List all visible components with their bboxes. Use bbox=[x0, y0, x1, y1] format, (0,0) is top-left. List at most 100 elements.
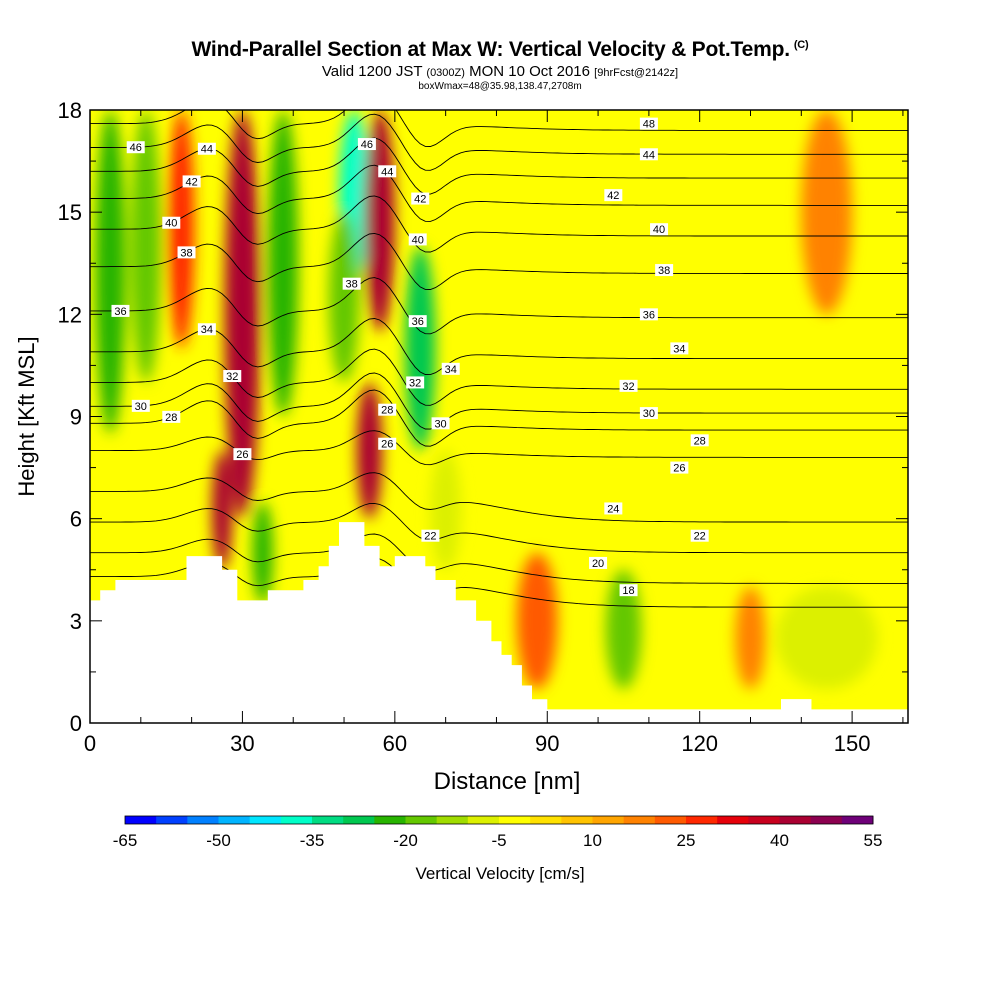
colorbar-swatch bbox=[249, 816, 282, 824]
svg-text:32: 32 bbox=[622, 381, 634, 393]
velocity-cell-13 bbox=[516, 552, 558, 689]
svg-text:46: 46 bbox=[361, 139, 373, 151]
theta-contour-24 bbox=[90, 472, 908, 523]
contour-label-23: 24 bbox=[604, 502, 623, 515]
theta-contour-20 bbox=[90, 533, 908, 584]
colorbar-tick-label: -20 bbox=[393, 831, 418, 850]
svg-text:36: 36 bbox=[412, 316, 424, 328]
colorbar-swatch bbox=[654, 816, 687, 824]
theta-contour-22 bbox=[90, 502, 908, 554]
colorbar-swatch bbox=[561, 816, 593, 824]
contour-label-22: 26 bbox=[670, 461, 689, 475]
contour-label-21: 28 bbox=[690, 434, 709, 447]
colorbar-tick-label: 40 bbox=[770, 831, 789, 850]
contour-label-13: 44 bbox=[639, 148, 658, 161]
contour-label-left-28: 28 bbox=[162, 410, 181, 424]
svg-text:42: 42 bbox=[185, 176, 197, 188]
velocity-cell-4 bbox=[211, 450, 233, 570]
contour-label-left-42: 42 bbox=[182, 175, 201, 188]
colorbar-tick-label: -65 bbox=[113, 831, 138, 850]
theta-contour-36 bbox=[90, 277, 908, 335]
colorbar-swatch bbox=[592, 816, 625, 824]
velocity-cell-18 bbox=[801, 110, 853, 315]
contour-label-12: 48 bbox=[639, 117, 658, 131]
colorbar-swatch bbox=[499, 816, 531, 824]
svg-text:20: 20 bbox=[592, 558, 604, 570]
velocity-cell-2 bbox=[168, 110, 195, 349]
zulu-time: (0300Z) bbox=[426, 67, 465, 79]
contour-label-2: 42 bbox=[411, 192, 430, 206]
velocity-cell-14 bbox=[605, 569, 642, 689]
contour-label-1: 44 bbox=[378, 165, 397, 178]
svg-text:28: 28 bbox=[381, 405, 393, 417]
terrain bbox=[90, 522, 908, 723]
valid-time: Valid 1200 JST bbox=[321, 63, 423, 80]
contour-label-11: 22 bbox=[421, 529, 440, 543]
contour-label-26: 18 bbox=[619, 584, 638, 597]
contour-label-4: 38 bbox=[342, 277, 361, 291]
theta-contour-26 bbox=[90, 430, 908, 466]
colorbar-swatch bbox=[280, 816, 313, 824]
svg-text:38: 38 bbox=[658, 265, 670, 277]
colorbar-swatch bbox=[436, 816, 469, 824]
y-tick-label: 9 bbox=[70, 405, 82, 430]
colorbar-swatch bbox=[218, 816, 251, 824]
velocity-cell-15 bbox=[735, 586, 766, 689]
svg-text:26: 26 bbox=[673, 463, 685, 475]
x-tick-label: 120 bbox=[681, 731, 718, 756]
contour-label-left-36: 36 bbox=[111, 304, 130, 318]
svg-text:30: 30 bbox=[434, 418, 446, 430]
theta-contour-34 bbox=[90, 318, 908, 376]
svg-text:42: 42 bbox=[414, 194, 426, 206]
colorbar-tick-label: 55 bbox=[864, 831, 883, 850]
contour-label-left-44: 44 bbox=[197, 142, 216, 156]
colorbar-swatch bbox=[717, 816, 749, 824]
colorbar-tick-label: 25 bbox=[677, 831, 696, 850]
contour-label-14: 42 bbox=[604, 189, 623, 202]
colorbar-tick-label: -35 bbox=[300, 831, 325, 850]
chart-subtitle: Valid 1200 JST (0300Z) MON 10 Oct 2016 [… bbox=[0, 64, 1000, 81]
contour-label-0: 46 bbox=[357, 138, 376, 151]
theta-contour-44 bbox=[90, 137, 908, 195]
velocity-cell-0 bbox=[95, 110, 126, 434]
theta-contour-28 bbox=[90, 389, 908, 447]
svg-text:34: 34 bbox=[445, 364, 457, 376]
contour-labels: 46 44 42 40 38 36 34 32 30 28 26 46 44 42 40 38 36 34 32 30… bbox=[111, 117, 709, 597]
theta-contour-40 bbox=[90, 195, 908, 253]
contour-label-18: 34 bbox=[670, 342, 689, 355]
contour-label-left-30: 30 bbox=[131, 399, 150, 413]
velocity-cell-17 bbox=[704, 110, 746, 281]
velocity-cell-11 bbox=[405, 246, 436, 451]
svg-text:38: 38 bbox=[180, 247, 192, 259]
x-axis: 0 30 60 90 120 150 Distance [nm] bbox=[84, 110, 904, 795]
contour-label-7: 32 bbox=[406, 376, 425, 389]
theta-contour-38 bbox=[90, 232, 908, 290]
svg-text:40: 40 bbox=[165, 218, 177, 230]
contour-label-16: 38 bbox=[655, 264, 674, 277]
y-tick-label: 15 bbox=[58, 200, 82, 225]
svg-text:38: 38 bbox=[346, 279, 358, 291]
x-tick-label: 30 bbox=[230, 731, 254, 756]
x-tick-label: 90 bbox=[535, 731, 559, 756]
colorbar-tick-label: -5 bbox=[491, 831, 506, 850]
contour-label-25: 20 bbox=[589, 556, 608, 570]
contour-label-9: 28 bbox=[378, 403, 397, 417]
contour-label-8: 30 bbox=[431, 417, 450, 430]
y-tick-label: 12 bbox=[58, 302, 82, 327]
velocity-cell-16 bbox=[775, 586, 878, 689]
title-block: Wind-Parallel Section at Max W: Vertical… bbox=[0, 38, 1000, 92]
x-tick-label: 0 bbox=[84, 731, 96, 756]
theta-contour-30 bbox=[90, 372, 908, 430]
colorbar-swatch bbox=[779, 816, 812, 824]
contour-label-17: 36 bbox=[639, 308, 658, 321]
velocity-cell-12 bbox=[430, 450, 461, 570]
svg-text:40: 40 bbox=[653, 224, 665, 236]
colorbar-swatch bbox=[343, 816, 375, 824]
svg-text:36: 36 bbox=[114, 306, 126, 318]
svg-text:22: 22 bbox=[694, 531, 706, 543]
svg-text:36: 36 bbox=[643, 309, 655, 321]
svg-text:48: 48 bbox=[643, 119, 655, 131]
contour-label-19: 32 bbox=[619, 379, 638, 393]
